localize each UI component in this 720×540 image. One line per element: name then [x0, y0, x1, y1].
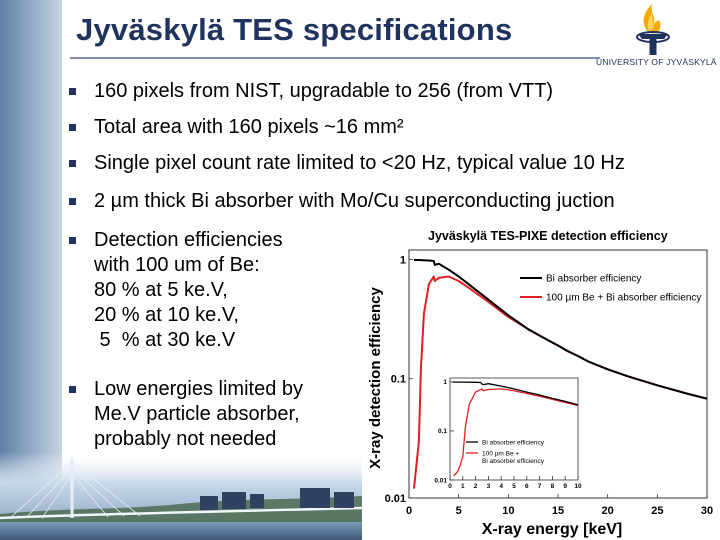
bullet-text: Single pixel count rate limited to <20 H… — [94, 152, 625, 174]
series-line-bi-absorber — [414, 259, 708, 400]
torch-icon — [636, 4, 670, 55]
legend-label: Bi absorber efficiency — [482, 439, 545, 446]
x-tick-label: 7 — [538, 483, 542, 490]
bullet-marker — [69, 124, 76, 131]
inset-legend: Bi absorber efficiency 100 µm Be + Bi abso… — [466, 439, 545, 465]
y-tick-label: 0.01 — [434, 477, 447, 484]
x-tick-label: 2 — [474, 483, 478, 490]
legend-label: Bi absorber efficiency — [546, 274, 641, 285]
efficiency-chart: Jyväskylä TES-PIXE detection efficiency … — [367, 229, 713, 538]
x-tick-label: 9 — [563, 483, 567, 490]
y-tick-label: 0.1 — [438, 428, 447, 435]
x-tick-label: 25 — [651, 505, 663, 517]
bullet-marker — [69, 198, 76, 205]
bullet-text: Low energies limited by Me.V particle ab… — [94, 378, 303, 450]
y-tick-label: 0.1 — [391, 374, 406, 386]
x-tick-label: 30 — [701, 505, 713, 517]
x-tick-label: 0 — [406, 505, 412, 517]
bullet-marker — [69, 88, 76, 95]
x-tick-label: 6 — [525, 483, 529, 490]
x-tick-label: 3 — [487, 483, 491, 490]
y-axis-label: X-ray detection efficiency — [367, 286, 384, 468]
inset-chart: 0 1 2 3 4 5 6 7 8 9 10 0.01 0.1 1 Bi absorber efficie… — [422, 374, 584, 492]
x-tick-label: 5 — [512, 483, 516, 490]
bullet-text: 2 µm thick Bi absorber with Mo/Cu superc… — [94, 190, 615, 212]
bullet-marker — [69, 237, 76, 244]
series-line-bi-absorber — [452, 381, 579, 406]
university-logo — [636, 4, 670, 55]
slide-title: Jyväskylä TES specifications — [76, 12, 513, 47]
x-tick-label: 10 — [502, 505, 514, 517]
logo-text: UNIVERSITY OF JYVÄSKYLÄ — [596, 57, 717, 67]
y-tick-label: 0.01 — [385, 493, 406, 505]
bullet-marker — [69, 386, 76, 393]
x-tick-label: 10 — [574, 483, 582, 490]
series-line-be-bi-absorber — [453, 388, 579, 477]
x-tick-label: 8 — [551, 483, 555, 490]
x-tick-label: 15 — [552, 505, 564, 517]
legend-label: 100 µm Be + Bi absorber efficiency — [546, 293, 701, 304]
x-tick-label: 1 — [461, 483, 465, 490]
x-tick-label: 5 — [456, 505, 462, 517]
bullet-text: Total area with 160 pixels ~16 mm² — [94, 116, 404, 138]
chart-legend: Bi absorber efficiency 100 µm Be + Bi abs… — [520, 274, 701, 304]
x-tick-label: 4 — [499, 483, 503, 490]
bridge-photo — [0, 452, 362, 540]
legend-label: 100 µm Be + Bi absorber efficiency — [482, 450, 545, 464]
y-tick-label: 1 — [443, 379, 447, 386]
inset-background — [422, 374, 584, 492]
x-axis-label: X-ray energy [keV] — [482, 521, 623, 538]
main-chart: Jyväskylä TES-PIXE detection efficiency … — [367, 229, 713, 538]
bullet-text: 160 pixels from NIST, upgradable to 256 … — [94, 80, 554, 102]
x-tick-label: 0 — [448, 483, 452, 490]
bullet-marker — [69, 160, 76, 167]
x-tick-label: 20 — [602, 505, 614, 517]
bullet-text: Detection efficiencies with 100 um of Be… — [94, 229, 283, 351]
title-underline — [70, 57, 600, 59]
left-decorative-strip — [0, 0, 62, 540]
chart-title: Jyväskylä TES-PIXE detection efficiency — [428, 229, 668, 243]
y-tick-label: 1 — [400, 254, 406, 266]
